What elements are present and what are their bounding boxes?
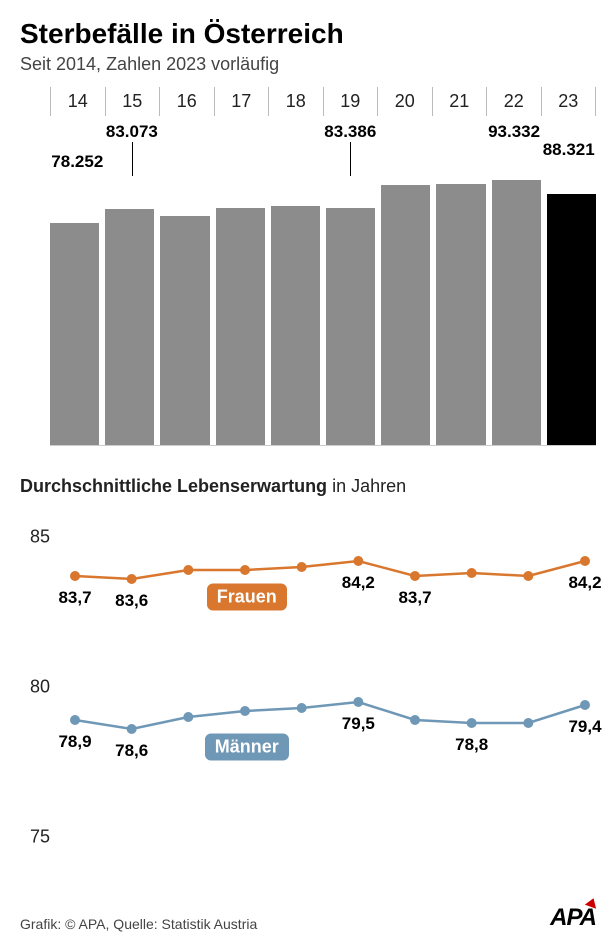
series-value-label: 83,6 [115, 591, 148, 611]
series-value-label: 79,5 [342, 714, 375, 734]
bar [160, 216, 209, 445]
year-label: 20 [377, 87, 432, 116]
bar [492, 180, 541, 445]
series-marker [127, 724, 137, 734]
series-marker [70, 715, 80, 725]
series-marker [523, 571, 533, 581]
series-value-label: 78,6 [115, 741, 148, 761]
footer-credit: Grafik: © APA, Quelle: Statistik Austria [20, 916, 257, 932]
series-value-label: 78,8 [455, 735, 488, 755]
series-marker [240, 706, 250, 716]
footer: Grafik: © APA, Quelle: Statistik Austria… [20, 904, 596, 932]
year-label: 22 [486, 87, 541, 116]
series-value-label: 79,4 [568, 717, 601, 737]
bar [271, 206, 320, 445]
series-marker [127, 574, 137, 584]
series-marker [183, 712, 193, 722]
series-marker [523, 718, 533, 728]
year-label: 15 [105, 87, 160, 116]
series-marker [183, 565, 193, 575]
bar-chart-labels: 78.25283.073 83.386 93.33288.321 [50, 116, 596, 176]
bar-chart-year-axis: 14151617181920212223 [50, 87, 596, 116]
year-label: 16 [159, 87, 214, 116]
year-label: 21 [432, 87, 487, 116]
series-marker [580, 556, 590, 566]
series-marker [297, 562, 307, 572]
bar [50, 223, 99, 445]
bar [326, 208, 375, 445]
series-tag: Männer [205, 734, 289, 761]
year-label: 14 [50, 87, 105, 116]
series-marker [467, 568, 477, 578]
series-value-label: 83,7 [398, 588, 431, 608]
line-section-title: Durchschnittliche Lebenserwartung in Jah… [20, 476, 596, 497]
bar [381, 185, 430, 445]
series-tag: Frauen [207, 584, 287, 611]
series-marker [353, 556, 363, 566]
bar-value-label: 93.332 [488, 122, 540, 142]
bar-tick [350, 142, 351, 176]
bar [105, 209, 154, 445]
line-chart: 75808583,783,684,283,784,2Frauen78,978,6… [30, 507, 590, 867]
series-marker [297, 703, 307, 713]
page-subtitle: Seit 2014, Zahlen 2023 vorläufig [20, 54, 596, 75]
series-line [75, 702, 585, 729]
y-tick-label: 75 [30, 827, 50, 848]
bar-chart [50, 176, 596, 446]
series-marker [580, 700, 590, 710]
series-marker [70, 571, 80, 581]
series-line [75, 561, 585, 579]
apa-logo: APA [550, 904, 596, 932]
series-marker [410, 715, 420, 725]
bar [216, 208, 265, 445]
series-value-label: 83,7 [58, 588, 91, 608]
y-tick-label: 80 [30, 677, 50, 698]
series-marker [353, 697, 363, 707]
series-value-label: 84,2 [568, 573, 601, 593]
bar-value-label: 78.252 [51, 152, 103, 172]
series-value-label: 78,9 [58, 732, 91, 752]
bar-tick [132, 142, 133, 176]
bar [547, 194, 596, 445]
bar-value-label: 83.073 [106, 122, 158, 142]
bar-value-label: 88.321 [543, 140, 595, 160]
year-label: 17 [214, 87, 269, 116]
y-tick-label: 85 [30, 527, 50, 548]
page-title: Sterbefälle in Österreich [20, 18, 596, 50]
series-value-label: 84,2 [342, 573, 375, 593]
series-marker [410, 571, 420, 581]
year-label: 19 [323, 87, 378, 116]
year-label: 23 [541, 87, 597, 116]
series-marker [240, 565, 250, 575]
series-marker [467, 718, 477, 728]
bar-value-label: 83.386 [324, 122, 376, 142]
bar [436, 184, 485, 445]
year-label: 18 [268, 87, 323, 116]
